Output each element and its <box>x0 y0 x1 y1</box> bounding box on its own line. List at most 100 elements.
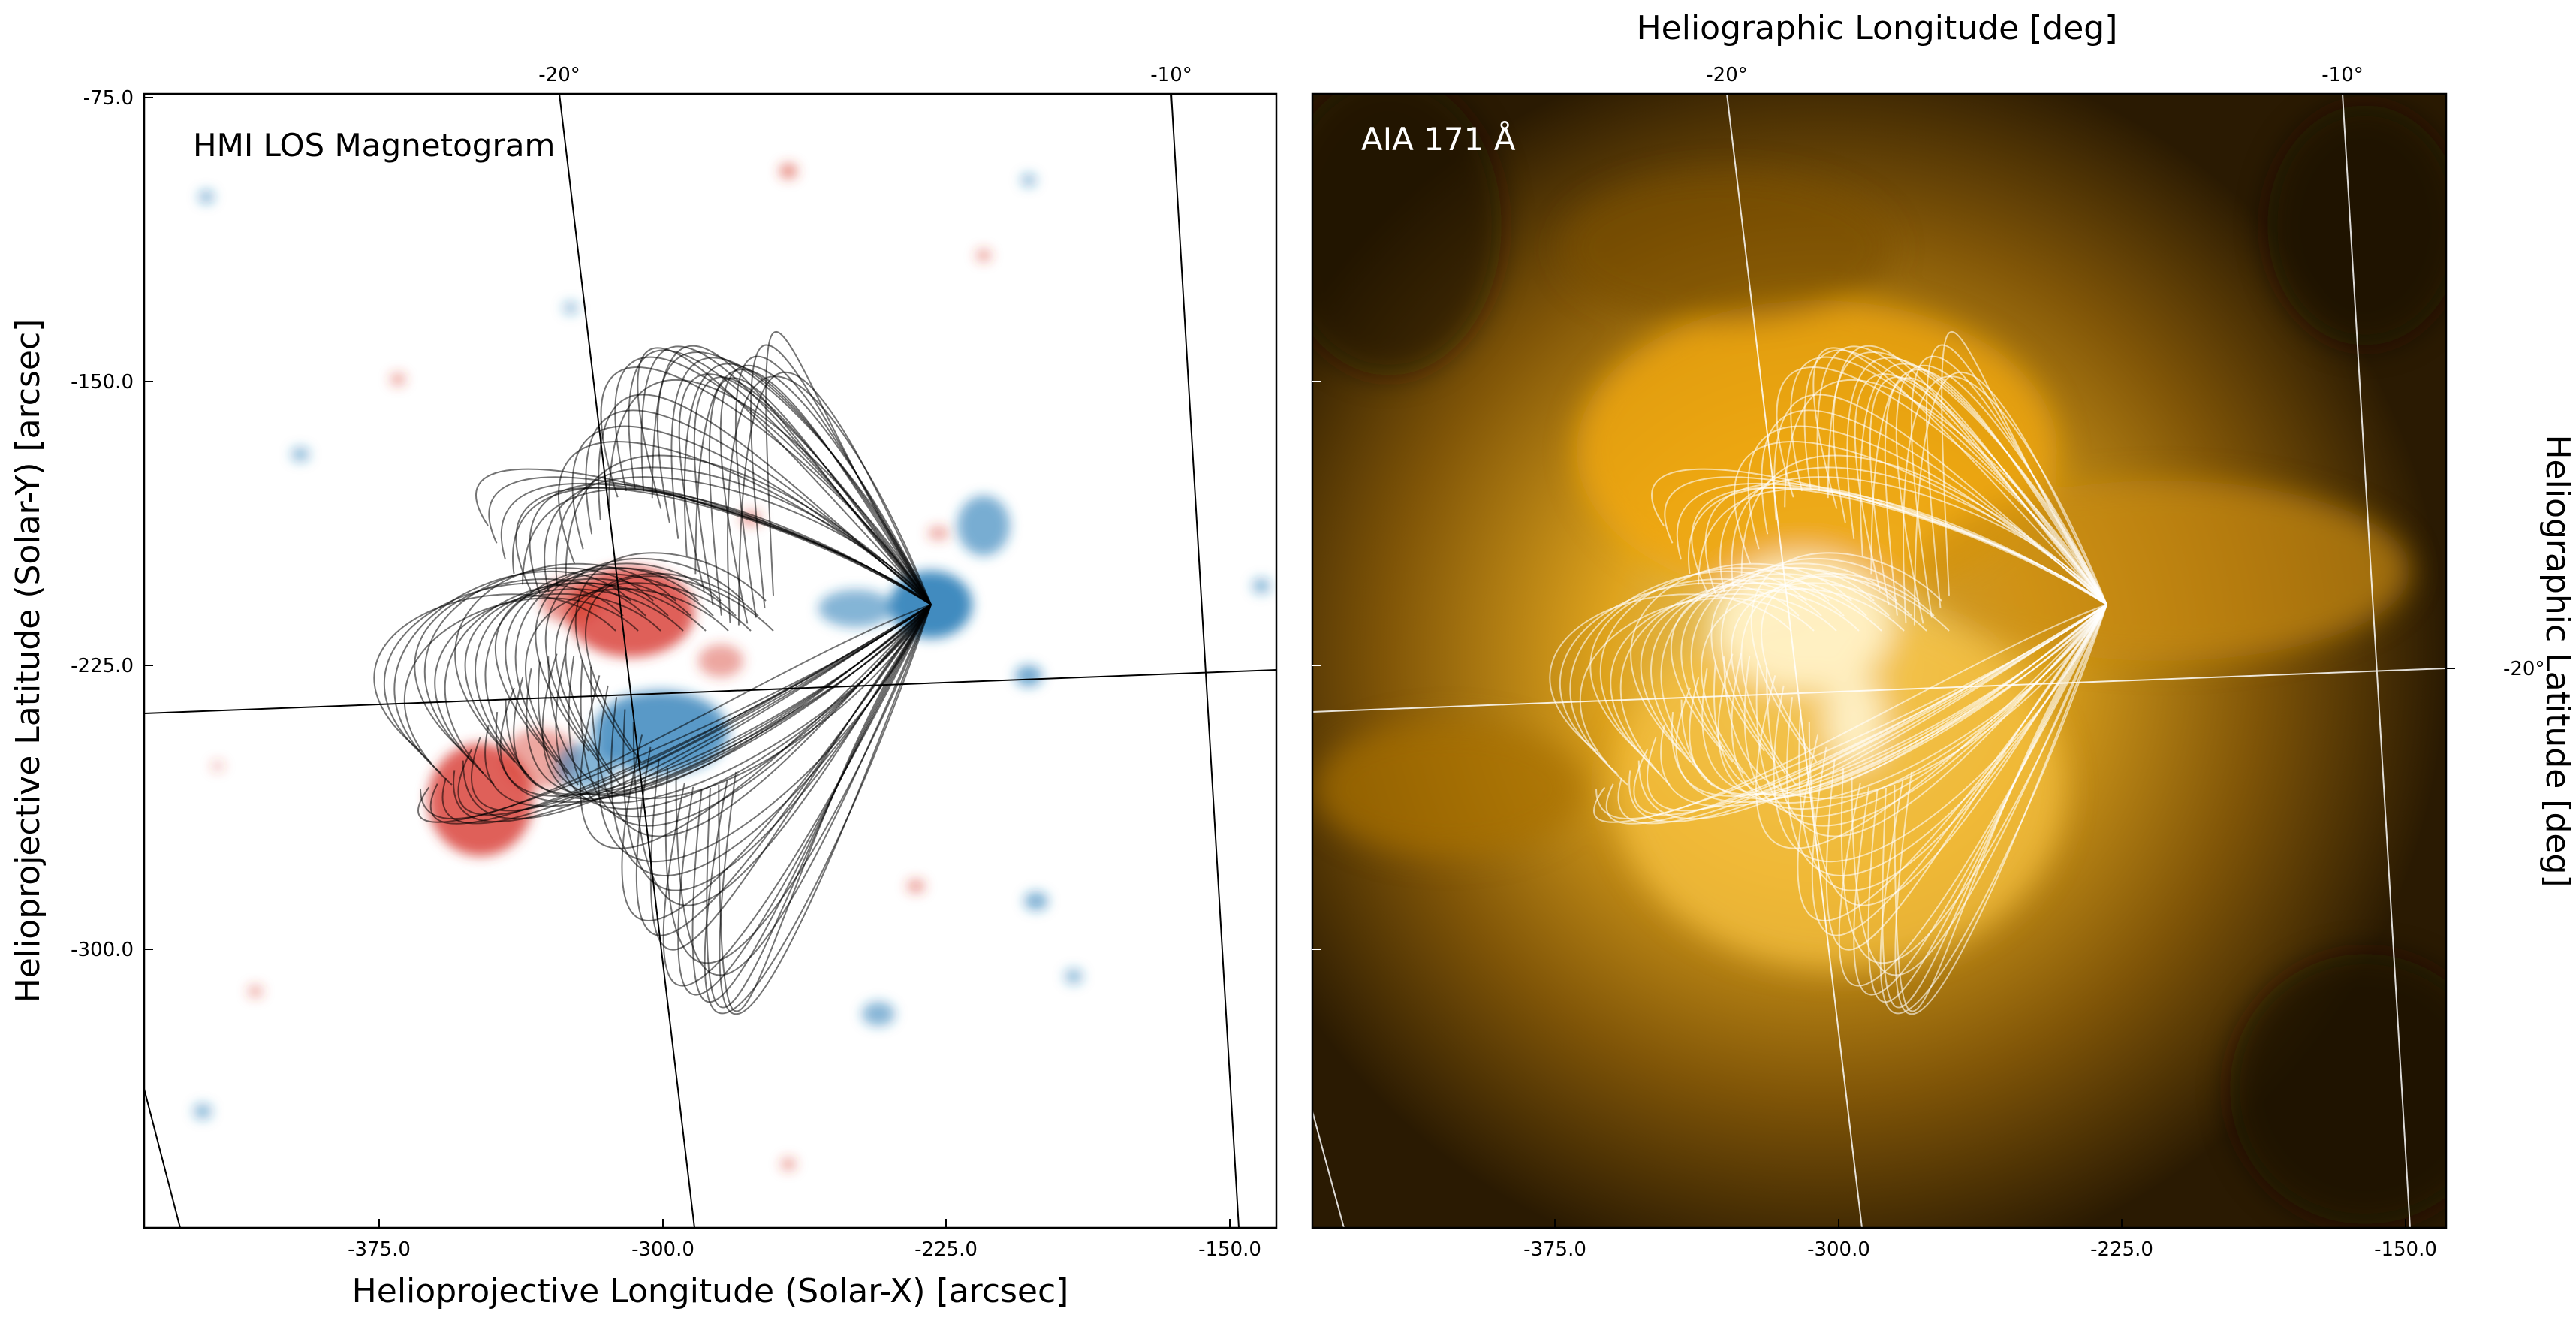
aia-panel-title: AIA 171 Å <box>1361 120 1516 158</box>
hmi-panel: HMI LOS Magnetogram -375.0 -300.0 -225.0… <box>9 64 1278 1310</box>
hmi-x-tick-label: -150.0 <box>1198 1238 1261 1261</box>
top-axis-title: Heliographic Longitude [deg] <box>1637 9 2118 47</box>
aia-x-tick-label: -375.0 <box>1523 1238 1586 1261</box>
field-line <box>1701 588 1905 786</box>
aia-x-ticks <box>1554 1219 2406 1228</box>
field-line <box>414 578 646 752</box>
field-line <box>1911 355 2107 618</box>
aia-field-lines <box>1549 331 2107 1015</box>
field-line <box>694 368 932 605</box>
field-line <box>557 441 932 605</box>
field-line <box>544 476 932 605</box>
aia-right-tick-label: -20° <box>2503 658 2544 680</box>
aia-x-tick-label: -150.0 <box>2374 1238 2437 1261</box>
field-line <box>704 604 932 1015</box>
hmi-y-ticks <box>144 97 153 950</box>
field-line <box>494 582 707 752</box>
right-axis-title: Heliographic Latitude [deg] <box>2538 434 2576 887</box>
aia-y-ticks <box>1312 381 1321 950</box>
field-line <box>1851 604 2107 976</box>
field-line <box>1870 368 2107 605</box>
field-line <box>719 604 932 1015</box>
aia-panel: AIA 171 Å -375.0 -300.0 -225.0 -150.0 -2… <box>1311 64 2544 1261</box>
field-line <box>708 377 932 616</box>
field-line <box>475 578 691 774</box>
field-line <box>565 572 759 786</box>
field-line <box>1854 373 2107 605</box>
field-line <box>1650 578 1867 774</box>
field-line <box>585 575 774 763</box>
field-line <box>1926 344 2107 608</box>
field-line <box>1816 345 2107 605</box>
field-line <box>1808 604 2107 906</box>
field-line <box>1610 593 1837 774</box>
field-line <box>1731 582 1927 774</box>
hmi-y-tick-label: -150.0 <box>71 371 134 394</box>
hmi-image <box>144 94 1276 1228</box>
field-line <box>677 604 932 996</box>
field-line <box>404 597 639 786</box>
field-line <box>1755 604 2107 849</box>
hmi-top-tick-label: -10° <box>1150 64 1192 86</box>
field-line <box>727 375 932 623</box>
field-line <box>1812 347 2107 605</box>
field-line <box>691 604 932 1003</box>
field-line <box>737 371 932 626</box>
field-line <box>662 604 932 987</box>
field-line <box>1903 375 2107 623</box>
hmi-y-tick-label: -300.0 <box>71 939 134 961</box>
field-line <box>1691 487 2107 605</box>
field-line <box>683 363 932 605</box>
field-line <box>735 355 932 618</box>
field-line <box>1895 364 2107 624</box>
field-line <box>1733 441 2107 605</box>
field-line <box>454 562 676 752</box>
hmi-x-axis-title: Helioprojective Longitude (Solar-X) [arc… <box>352 1272 1069 1310</box>
hmi-x-tick-label: -225.0 <box>914 1238 978 1261</box>
field-line <box>464 588 684 763</box>
field-line <box>640 345 932 605</box>
field-line <box>1859 363 2107 605</box>
field-line <box>1690 562 1897 774</box>
field-line <box>765 331 932 605</box>
aia-frame <box>1311 92 2448 1229</box>
hmi-field-lines <box>373 331 932 1015</box>
field-line <box>1867 604 2107 1003</box>
field-line <box>675 604 932 976</box>
field-line <box>514 562 722 774</box>
field-line <box>373 593 616 752</box>
field-line <box>719 364 932 624</box>
hmi-x-tick-label: -375.0 <box>348 1238 411 1261</box>
field-line <box>1766 604 2107 837</box>
field-line <box>1710 567 1912 752</box>
hmi-y-tick-label: -75.0 <box>83 87 134 110</box>
hmi-y-axis-title: Helioprojective Latitude (Solar-Y) [arcs… <box>9 319 47 1003</box>
field-line <box>706 604 932 1009</box>
field-line <box>1549 593 1792 752</box>
hmi-heliographic-grid <box>144 94 1276 1228</box>
field-line <box>529 483 932 605</box>
field-line <box>1894 604 2107 1012</box>
field-line <box>555 582 752 774</box>
field-line <box>1720 557 1920 763</box>
aia-x-tick-label: -300.0 <box>1807 1238 1870 1261</box>
field-line <box>632 604 932 906</box>
field-line <box>574 552 767 752</box>
field-line <box>1761 575 1950 763</box>
aia-top-tick-label: -10° <box>2321 64 2363 86</box>
hmi-frame <box>143 92 1278 1229</box>
aia-x-tick-label: -225.0 <box>2090 1238 2153 1261</box>
field-line <box>1670 582 1882 752</box>
field-line <box>1884 377 2107 616</box>
field-line <box>515 487 932 605</box>
hmi-x-ticks <box>378 1219 1231 1228</box>
hmi-panel-title: HMI LOS Magnetogram <box>193 127 555 164</box>
aia-heliographic-grid <box>1312 94 2446 1228</box>
field-line <box>1853 604 2107 996</box>
field-line <box>1894 604 2107 1015</box>
aia-top-tick-label: -20° <box>1706 64 1747 86</box>
field-line <box>1913 371 2107 626</box>
field-line <box>1879 604 2107 1015</box>
field-line <box>1589 578 1822 752</box>
